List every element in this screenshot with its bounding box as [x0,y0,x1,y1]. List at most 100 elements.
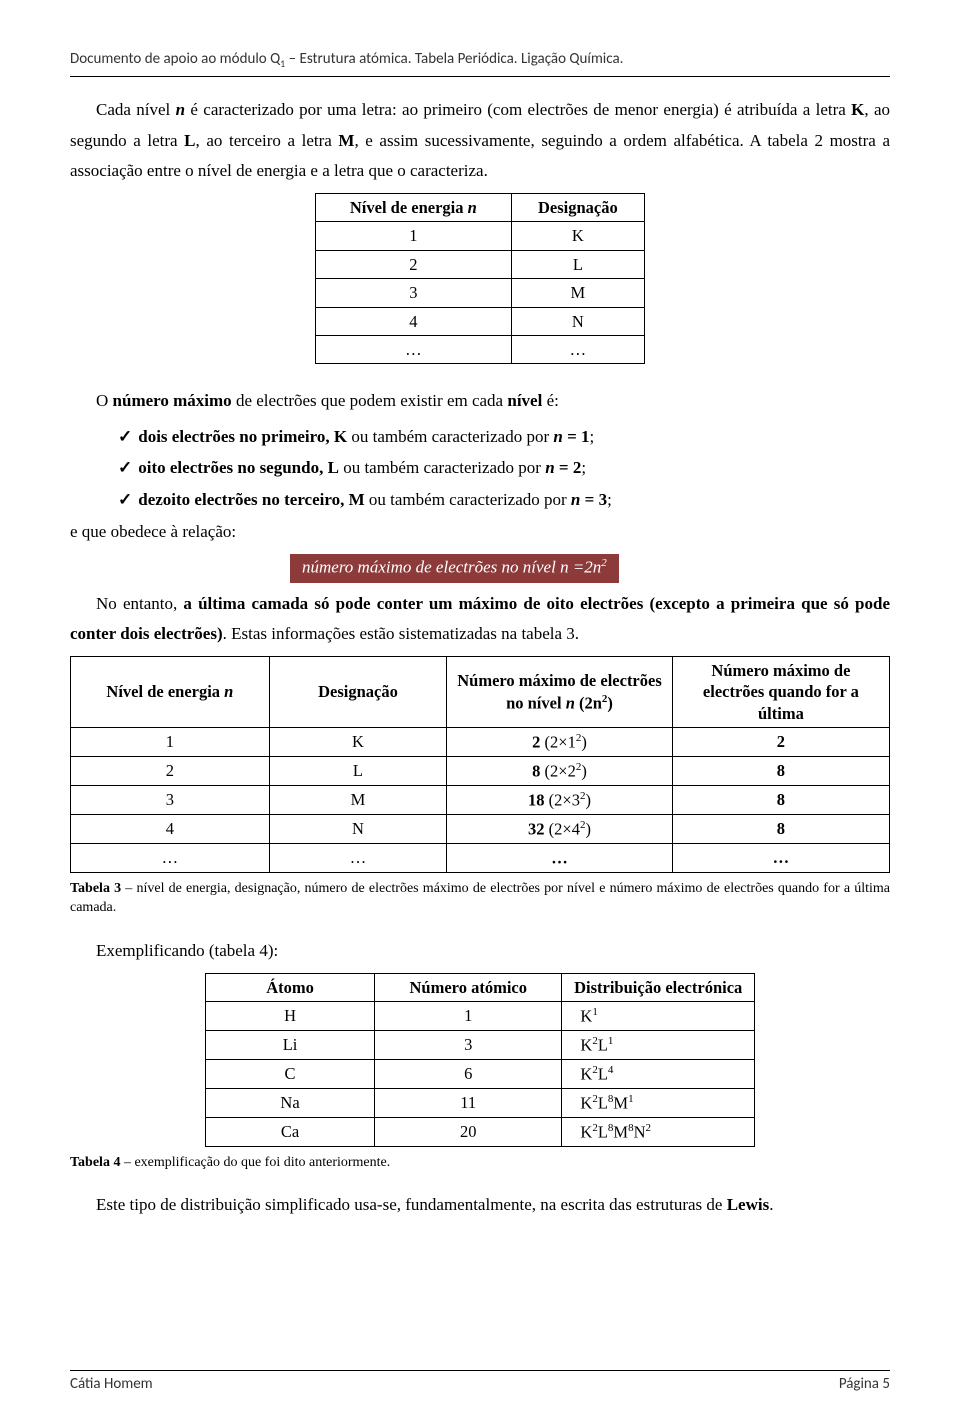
cell: 11 [375,1088,562,1117]
page-footer: Cátia Homem Página 5 [70,1370,890,1393]
cell: 4 [71,814,270,843]
cell: 3 [71,785,270,814]
ci3-n: n [571,490,580,509]
p1-K: K [851,100,864,119]
p5-a: Este tipo de distribuição simplificado u… [96,1195,727,1214]
table-row: H1K1 [206,1001,755,1030]
caption-4: Tabela 4 – exemplificação do que foi dit… [70,1153,890,1173]
ci1-n: n [553,427,562,446]
p2-b: número máximo [113,391,232,410]
table-row: 4N [316,307,645,335]
paragraph-4: Exemplificando (tabela 4): [70,936,890,967]
t2-h2: Designação [511,193,644,221]
t3-h2: Designação [269,656,446,727]
ci1-d: ; [590,427,595,446]
footer-author: Cátia Homem [70,1375,153,1393]
t3-h3b: (2n [575,693,602,712]
table-3: Nível de energia n Designação Número máx… [70,656,890,873]
check-item-3: dezoito electrões no terceiro, M ou tamb… [118,484,890,515]
cell: K1 [562,1001,755,1030]
cell: 3 [316,279,512,307]
paragraph-5: Este tipo de distribuição simplificado u… [70,1190,890,1221]
cell: N [511,307,644,335]
table-row: C6K2L4 [206,1059,755,1088]
cell: M [269,785,446,814]
table-row: 2L8 (2×22)8 [71,757,890,786]
t2-h1n: n [468,198,477,217]
cell: 1 [375,1001,562,1030]
check-item-2: oito electrões no segundo, L ou também c… [118,452,890,483]
check-list: dois electrões no primeiro, K ou também … [118,421,890,515]
t3-h1n: n [224,682,233,701]
p5-c: . [769,1195,773,1214]
table-row: 3M18 (2×32)8 [71,785,890,814]
cell: K2L4 [562,1059,755,1088]
p2-a: O [96,391,113,410]
cell: 3 [375,1030,562,1059]
t4-h3: Distribuição electrónica [562,973,755,1001]
ci1-a: dois electrões no primeiro, K [138,427,347,446]
t3-h3c: ) [607,693,613,712]
cell: Li [206,1030,375,1059]
cell: Ca [206,1117,375,1146]
table-row: Na11K2L8M1 [206,1088,755,1117]
ci1-b: ou também caracterizado por [347,427,553,446]
formula-text: número máximo de electrões no nível n =2… [302,558,601,577]
cell: 18 (2×32) [447,785,673,814]
cell: … [672,843,889,872]
cell: Na [206,1088,375,1117]
table-4: Átomo Número atómico Distribuição electr… [205,973,755,1147]
p1-L: L [184,131,195,150]
cell: … [71,843,270,872]
cell: M [511,279,644,307]
header-rule [70,76,890,77]
t3-h1: Nível de energia n [71,656,270,727]
ci2-d: ; [581,458,586,477]
paragraph-3: No entanto, a última camada só pode cont… [70,589,890,650]
t4-h1: Átomo [206,973,375,1001]
t4-h2: Número atómico [375,973,562,1001]
p3-a: No entanto, [96,594,183,613]
p2-c: de electrões que podem existir em cada [232,391,508,410]
p2-e: é: [542,391,559,410]
cell: 1 [71,728,270,757]
cell: 8 (2×22) [447,757,673,786]
ci2-b: ou também caracterizado por [339,458,545,477]
cell: 2 [71,757,270,786]
ci2-n: n [545,458,554,477]
check-item-1: dois electrões no primeiro, K ou também … [118,421,890,452]
cell: 20 [375,1117,562,1146]
footer-rule [70,1370,890,1371]
p1-M: M [338,131,354,150]
cell: 2 [672,728,889,757]
table-row: 1K [316,222,645,250]
cell: K2L1 [562,1030,755,1059]
t3-h3: Número máximo de electrões no nível n (2… [447,656,673,727]
formula-box: número máximo de electrões no nível n =2… [290,554,619,583]
cell: 8 [672,814,889,843]
paragraph-1: Cada nível n é caracterizado por uma let… [70,95,890,187]
cap4-b: – exemplificação do que foi dito anterio… [120,1155,390,1170]
cell: N [269,814,446,843]
p2-d: nível [507,391,542,410]
table-row: …… [316,335,645,363]
header-text-b: – Estrutura atómica. Tabela Periódica. L… [285,50,623,68]
ci3-d: ; [607,490,612,509]
table-row: 4N32 (2×42)8 [71,814,890,843]
cell: K [269,728,446,757]
table-row: 1K2 (2×12)2 [71,728,890,757]
relation-line: e que obedece à relação: [70,517,890,548]
cell: C [206,1059,375,1088]
cell: … [269,843,446,872]
t2-h1a: Nível de energia [350,198,468,217]
cap4-a: Tabela 4 [70,1155,120,1170]
cell: 2 [316,250,512,278]
p5-b: Lewis [727,1195,770,1214]
table-row: Ca20K2L8M8N2 [206,1117,755,1146]
t3-h3n: n [566,693,575,712]
p1-b: é caracterizado por uma letra: ao primei… [185,100,851,119]
table-2: Nível de energia n Designação 1K2L3M4N…… [315,193,645,365]
cell: K2L8M1 [562,1088,755,1117]
cell: L [269,757,446,786]
cell: 8 [672,757,889,786]
